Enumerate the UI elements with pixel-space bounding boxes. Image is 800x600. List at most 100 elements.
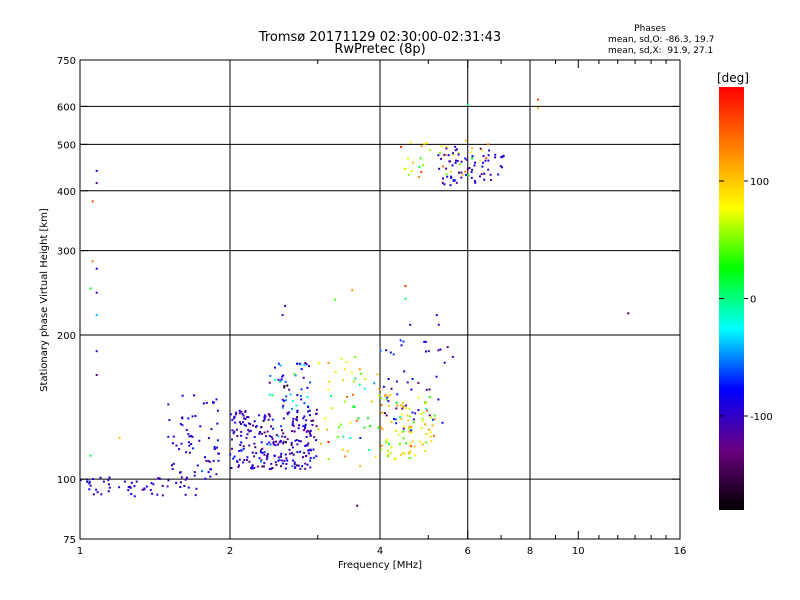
data-point [315, 425, 318, 428]
data-point [427, 428, 430, 431]
data-point [378, 388, 381, 391]
data-point [279, 455, 282, 458]
data-point [244, 410, 247, 412]
data-point [447, 154, 450, 157]
data-point [270, 425, 272, 428]
data-point [264, 415, 267, 418]
data-point [465, 173, 467, 176]
data-point [216, 422, 219, 425]
data-point [268, 415, 271, 418]
data-point [442, 177, 444, 180]
data-point [487, 143, 490, 146]
data-point [412, 161, 414, 164]
data-point [234, 421, 237, 424]
data-point [275, 433, 278, 436]
data-point [410, 170, 413, 172]
data-point [427, 350, 430, 353]
data-point [305, 419, 308, 422]
data-point [471, 168, 474, 171]
data-point [310, 419, 313, 422]
data-point [386, 449, 389, 452]
data-point [158, 477, 161, 480]
data-point [456, 160, 459, 162]
data-point [383, 412, 386, 415]
data-point [282, 417, 285, 420]
data-point [305, 430, 308, 433]
data-point [313, 436, 316, 439]
data-point [471, 147, 473, 150]
data-point [370, 400, 373, 403]
data-point [428, 396, 431, 399]
data-point [312, 448, 315, 451]
data-point [280, 425, 283, 428]
data-point [272, 427, 275, 430]
data-point [254, 446, 257, 449]
colorbar-tick-label: -100 [750, 412, 773, 423]
data-point [246, 416, 249, 418]
data-point [240, 410, 243, 413]
data-point [135, 480, 138, 483]
chart-subtitle: RwPretec (8p) [334, 42, 425, 57]
data-point [420, 426, 423, 429]
data-point [417, 409, 420, 411]
data-point [355, 419, 358, 422]
data-point [95, 374, 98, 376]
data-point [127, 486, 130, 489]
data-point [483, 172, 486, 175]
data-point [202, 402, 205, 405]
data-point [431, 424, 434, 427]
data-point [399, 404, 402, 407]
data-point [184, 493, 187, 496]
data-point [283, 386, 286, 389]
data-point [419, 157, 422, 160]
data-point [327, 441, 330, 443]
data-point [290, 441, 293, 444]
data-point [401, 407, 404, 410]
data-point [421, 420, 424, 423]
data-point [185, 451, 188, 454]
data-point [420, 145, 423, 148]
data-point [237, 466, 240, 468]
data-point [389, 351, 392, 354]
data-point [270, 436, 273, 438]
data-point [269, 374, 272, 377]
data-point [328, 380, 331, 383]
data-point [437, 323, 440, 326]
data-point [175, 444, 178, 447]
data-point [419, 413, 422, 415]
y-tick-label: 750 [57, 56, 76, 67]
data-point [394, 418, 397, 421]
data-point [286, 459, 289, 462]
data-point [284, 467, 287, 470]
data-point [396, 393, 399, 396]
data-point [168, 419, 171, 422]
data-point [188, 441, 190, 444]
axis-ticks: 1 2 4 6 8 10 16 75 100 200 300 400 500 600 750 [57, 56, 686, 557]
data-point [342, 379, 345, 382]
data-point [253, 420, 256, 423]
data-point [191, 435, 194, 438]
data-point [256, 465, 259, 468]
data-point [247, 429, 250, 431]
data-point [285, 457, 288, 460]
data-point [407, 452, 410, 455]
data-point [395, 380, 398, 383]
data-point [238, 421, 241, 424]
data-point [95, 488, 98, 491]
data-point [381, 428, 384, 431]
data-point [251, 464, 254, 467]
data-point [167, 479, 170, 482]
data-point [425, 441, 427, 444]
data-point [89, 454, 92, 457]
data-point [360, 372, 363, 375]
data-point [243, 459, 246, 461]
data-point [461, 173, 464, 176]
data-point [292, 453, 295, 456]
data-point [293, 461, 296, 464]
data-point [460, 176, 463, 179]
data-point [408, 430, 411, 433]
data-point [471, 157, 474, 160]
data-point [107, 490, 110, 493]
data-point [411, 411, 414, 414]
data-point [394, 457, 397, 460]
